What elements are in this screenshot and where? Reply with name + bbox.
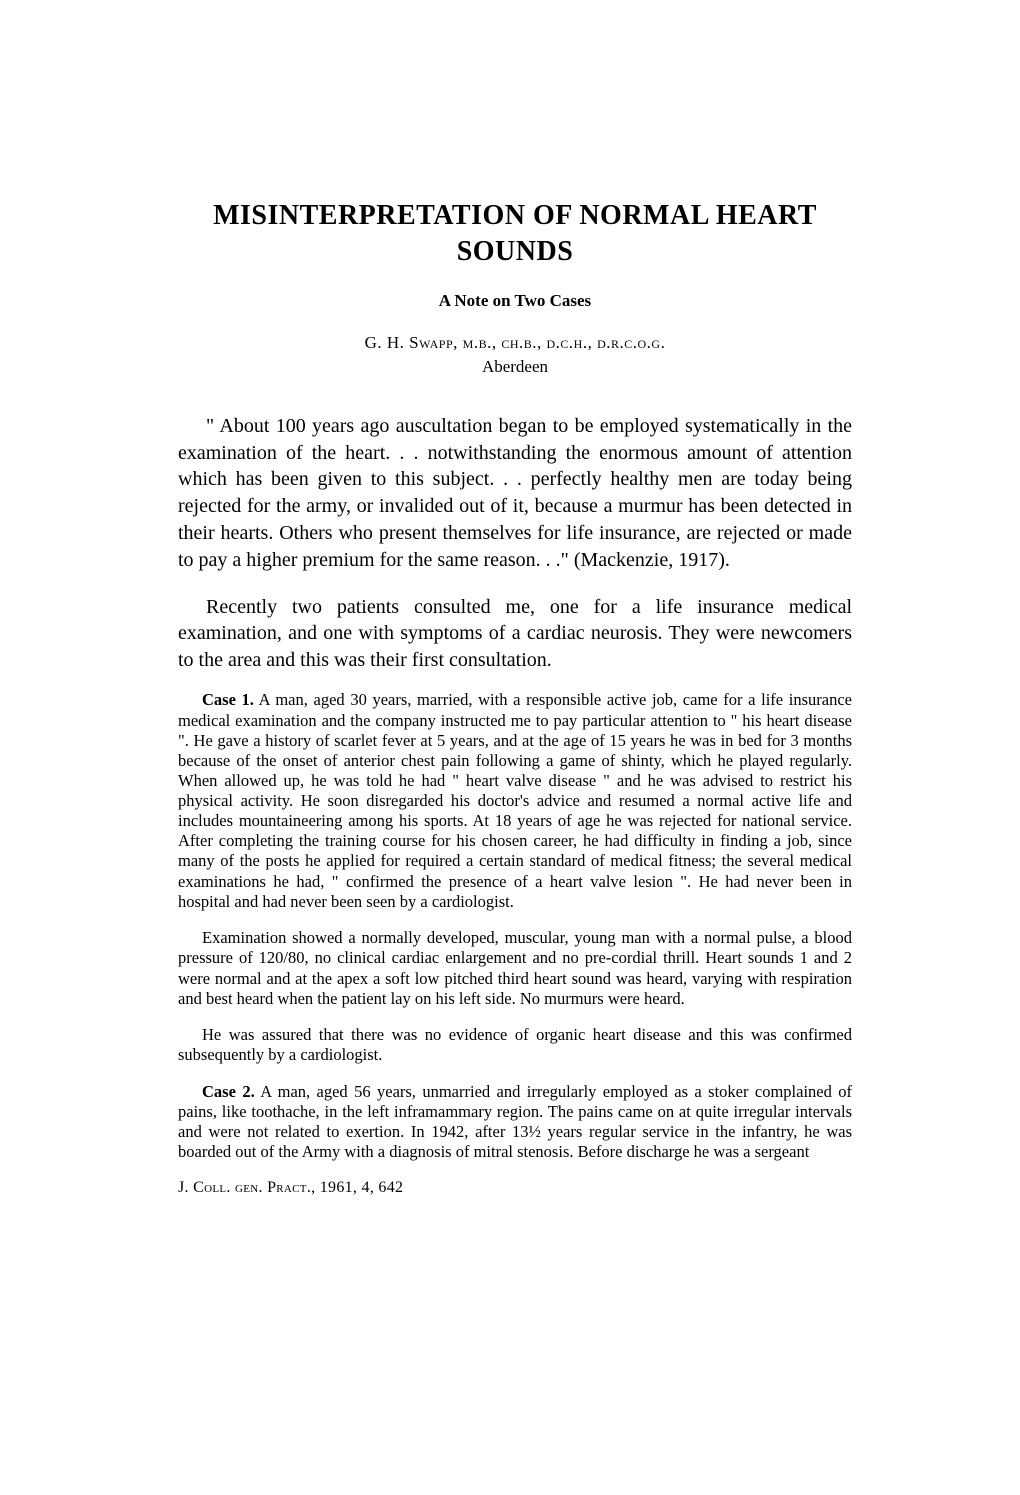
author-line: G. H. Swapp, m.b., ch.b., d.c.h., d.r.c.… [178,333,852,353]
author-location: Aberdeen [178,357,852,377]
case-1-label: Case 1. [202,690,254,709]
article-title: MISINTERPRETATION OF NORMAL HEART SOUNDS [178,198,852,271]
page-content: MISINTERPRETATION OF NORMAL HEART SOUNDS… [0,0,1020,1257]
case-1-text: A man, aged 30 years, married, with a re… [178,690,852,910]
article-subtitle: A Note on Two Cases [178,291,852,311]
case-2-label: Case 2. [202,1082,255,1101]
author-name: G. H. Swapp, [365,333,458,352]
case-1-assurance: He was assured that there was no evidenc… [178,1025,852,1065]
case-1-main: Case 1. A man, aged 30 years, married, w… [178,690,852,911]
journal-citation: J. Coll. gen. Pract., 1961, 4, 642 [178,1179,852,1197]
case-2-main: Case 2. A man, aged 56 years, unmarried … [178,1082,852,1163]
author-credentials: m.b., ch.b., d.c.h., d.r.c.o.g. [458,333,665,352]
case-1-examination: Examination showed a normally developed,… [178,928,852,1009]
intro-paragraph-2: Recently two patients consulted me, one … [178,594,852,674]
case-2-text: A man, aged 56 years, unmarried and irre… [178,1082,852,1161]
intro-paragraph-1: " About 100 years ago auscultation began… [178,413,852,574]
